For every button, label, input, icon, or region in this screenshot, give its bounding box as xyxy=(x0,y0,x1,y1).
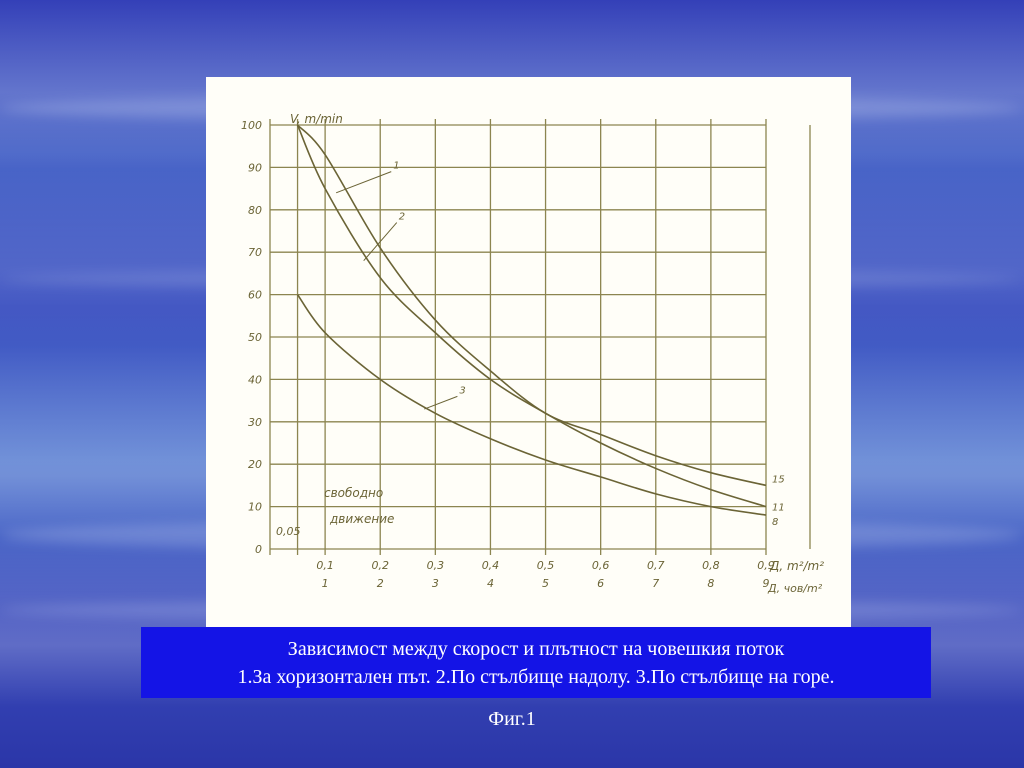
x-axis-label-people: Д, чов/m² xyxy=(767,582,823,595)
x-tick-label: 0,8 xyxy=(702,559,720,572)
caption-box: Зависимост между скорост и плътност на ч… xyxy=(141,627,931,698)
speed-density-chart: 0 10 20 30 40 50 60 70 80 90 100 0,1 1 0,2 2 0,3 3 0,4 4 0,… xyxy=(241,112,824,595)
x-tick-label: 0,1 xyxy=(316,559,334,572)
x-tick-label: 0,7 xyxy=(647,559,665,572)
x-tick-label: 0,6 xyxy=(592,559,610,572)
caption-line-2: 1.За хоризонтален път. 2.По стълбище над… xyxy=(237,666,835,688)
series-end-label-3: 8 xyxy=(772,517,778,528)
series-leader-1 xyxy=(335,171,392,194)
x-tick-label: 0,4 xyxy=(482,559,500,572)
x-tick-label-people: 1 xyxy=(322,577,329,590)
x-tick-label-people: 4 xyxy=(487,577,494,590)
x-tick-label-people: 2 xyxy=(377,577,384,590)
series-end-label-2: 15 xyxy=(772,474,785,485)
x-extra-label: 0,05 xyxy=(276,525,301,538)
y-tick-label: 80 xyxy=(248,204,262,217)
x-tick-label: 0,9 xyxy=(757,559,775,572)
y-tick-label: 100 xyxy=(241,119,262,132)
x-tick-label-people: 8 xyxy=(707,577,714,590)
chart-grid xyxy=(269,119,811,555)
x-tick-label-people: 6 xyxy=(597,577,604,590)
y-tick-label: 70 xyxy=(248,246,262,259)
x-tick-label-people: 9 xyxy=(763,577,770,590)
y-tick-label: 0 xyxy=(255,543,262,556)
y-axis-label: V, m/min xyxy=(290,112,343,126)
x-tick-label-people: 7 xyxy=(652,577,659,590)
caption-line-1: Зависимост между скорост и плътност на ч… xyxy=(287,638,785,660)
annotation-line-2: движение xyxy=(329,512,394,526)
figure-label: Фиг.1 xyxy=(488,708,536,730)
x-tick-label: 0,5 xyxy=(537,559,555,572)
series-line-2 xyxy=(296,124,767,487)
x-tick-label-people: 5 xyxy=(542,577,549,590)
series-line-1 xyxy=(296,124,767,508)
x-tick-label: 0,3 xyxy=(427,559,445,572)
y-tick-label: 40 xyxy=(248,373,262,386)
y-tick-label: 30 xyxy=(248,416,262,429)
axis-ticks: 0 10 20 30 40 50 60 70 80 90 100 0,1 1 0,2 2 0,3 3 0,4 4 0,… xyxy=(241,119,775,590)
series-name-2: 2 xyxy=(399,212,405,223)
y-tick-label: 60 xyxy=(248,289,262,302)
annotation-line-1: свободно xyxy=(324,486,383,500)
series-line-3 xyxy=(296,294,767,516)
series-name-3: 3 xyxy=(459,385,465,396)
series-name-1: 1 xyxy=(393,161,399,172)
x-tick-label: 0,2 xyxy=(371,559,389,572)
y-tick-label: 50 xyxy=(248,331,262,344)
series-leader-2 xyxy=(363,222,398,262)
y-tick-label: 10 xyxy=(248,501,262,514)
y-tick-label: 90 xyxy=(248,161,262,174)
series-leader-3 xyxy=(424,395,458,410)
x-tick-label-people: 3 xyxy=(432,577,439,590)
chart-panel: 0 10 20 30 40 50 60 70 80 90 100 0,1 1 0,2 2 0,3 3 0,4 4 0,… xyxy=(206,77,851,627)
y-tick-label: 20 xyxy=(248,458,262,471)
series-end-label-1: 11 xyxy=(772,503,785,514)
x-axis-label-area: Д, m²/m² xyxy=(769,559,824,573)
